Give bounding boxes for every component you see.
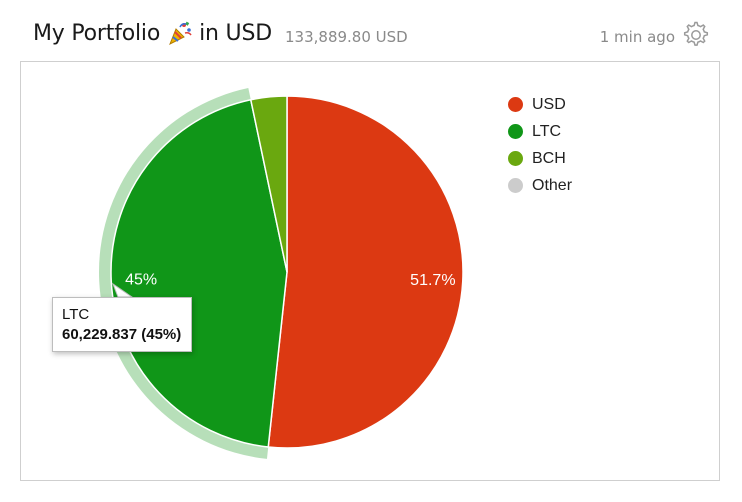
legend-item-usd[interactable]: USD [508,91,572,118]
title-suffix: in USD [199,20,272,46]
pie-slice-usd[interactable] [267,95,464,449]
legend-label: Other [532,176,573,194]
legend-label: USD [532,95,566,113]
legend-label: LTC [532,122,562,140]
legend-swatch [508,97,523,112]
legend-label: BCH [532,149,566,167]
legend-swatch [508,124,523,139]
tooltip-label: LTC [62,306,90,323]
slice-label-usd: 51.7% [410,272,455,289]
title-prefix: My Portfolio [33,20,161,46]
legend-swatch [508,151,523,166]
legend-item-bch[interactable]: BCH [508,145,572,172]
legend-swatch [508,178,523,193]
chart-legend: USD LTC BCH Other [508,91,572,199]
tooltip-value: 60,229.837 (45%) [62,326,182,343]
page-title: My Portfolio in USD [33,20,272,46]
legend-item-ltc[interactable]: LTC [508,118,572,145]
last-updated: 1 min ago [599,28,675,46]
chart-tooltip: LTC 60,229.837 (45%) [52,297,193,352]
pie-slice-ltc[interactable] [110,98,288,448]
portfolio-total: 133,889.80 USD [285,28,408,46]
party-popper-icon [169,21,192,46]
slice-label-ltc: 45% [125,271,157,288]
pie-slice-bch[interactable] [249,95,288,273]
legend-item-other[interactable]: Other [508,172,572,199]
gear-icon[interactable] [681,20,711,50]
card-header: My Portfolio in USD 133,889.80 USD 1 min… [0,0,742,62]
